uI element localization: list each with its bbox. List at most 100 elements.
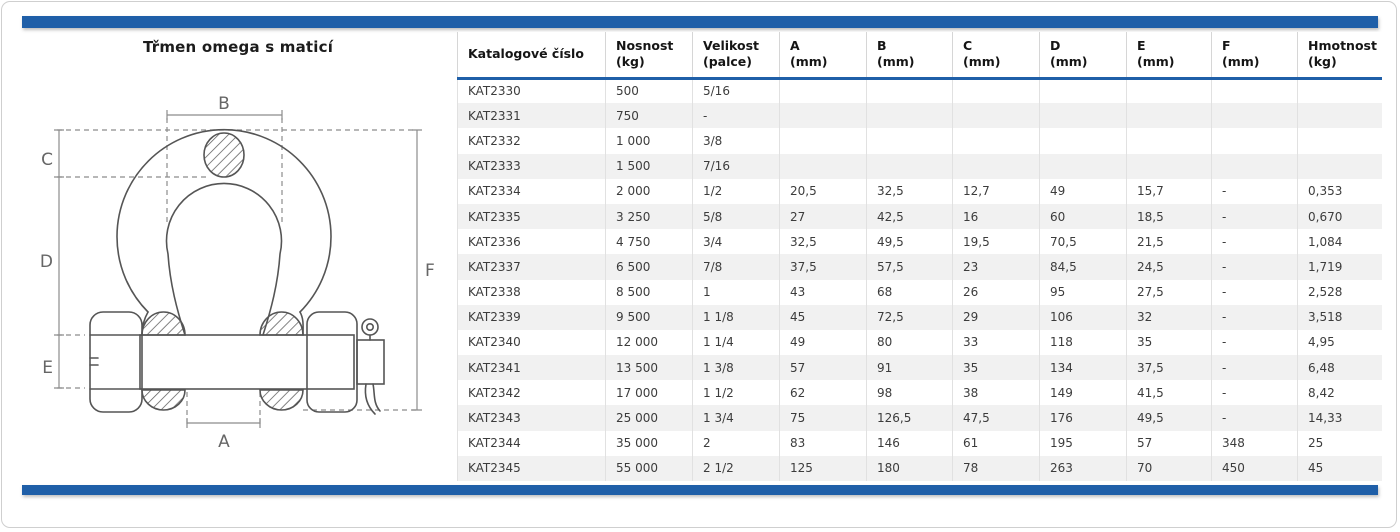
table-cell: 118 — [1039, 329, 1127, 356]
table-row: KAT2343 25 000 1 3/4 75 126,5 47,5 176 49,5-14,… — [457, 405, 1382, 431]
table-cell — [1297, 153, 1382, 179]
table-row: KAT2341 13 500 1 3/8 57 91 35 134 37,5-6,48 — [457, 355, 1382, 381]
table-row: KAT2338 8 500 1 43 68 26 95 27,5-2,528 — [457, 279, 1382, 305]
table-cell: KAT2339 — [457, 304, 606, 330]
top-accent-bar — [22, 16, 1378, 28]
table-cell: 37,5 — [1126, 355, 1212, 381]
table-cell: 35 000 — [605, 430, 693, 456]
table-cell: 9 500 — [605, 304, 693, 330]
table-cell: 3 250 — [605, 203, 693, 230]
column-header: D (mm) — [1039, 32, 1127, 80]
table-cell: 1 1/2 — [692, 380, 780, 406]
table-cell: 72,5 — [866, 304, 953, 330]
table-cell: 80 — [866, 329, 953, 356]
table-row: KAT2342 17 000 1 1/2 62 98 38 149 41,5-8,42 — [457, 380, 1382, 406]
table-cell: - — [1211, 229, 1298, 255]
table-cell: 17 000 — [605, 380, 693, 406]
table-row: KAT2337 6 500 7/8 37,5 57,5 23 84,5 24,5-1,719 — [457, 254, 1382, 280]
table-cell: 25 — [1297, 430, 1382, 456]
table-cell: 68 — [866, 279, 953, 305]
table-cell: 23 — [952, 254, 1040, 280]
table-cell — [952, 128, 1040, 154]
table-cell: 84,5 — [1039, 254, 1127, 280]
table-cell: 450 — [1211, 455, 1298, 481]
table-cell: KAT2330 — [457, 78, 606, 104]
table-cell: - — [1211, 304, 1298, 330]
table-cell: 45 — [1297, 455, 1382, 481]
table-cell: 41,5 — [1126, 380, 1212, 406]
table-cell: 25 000 — [605, 405, 693, 431]
table-cell — [1039, 153, 1127, 179]
table-cell: 348 — [1211, 430, 1298, 456]
table-cell: 149 — [1039, 380, 1127, 406]
table-cell: - — [692, 103, 780, 129]
table-cell: 12,7 — [952, 178, 1040, 204]
table-cell: 37,5 — [779, 254, 867, 280]
table-cell: KAT2342 — [457, 380, 606, 406]
table-cell: 3/8 — [692, 128, 780, 154]
table-cell: 4 750 — [605, 229, 693, 255]
table-cell: 27,5 — [1126, 279, 1212, 305]
table-cell: 49 — [779, 329, 867, 356]
table-cell: 500 — [605, 78, 693, 104]
table-cell: KAT2334 — [457, 178, 606, 204]
table-cell: 6,48 — [1297, 355, 1382, 381]
dimension-lines — [54, 110, 422, 428]
shackle-body — [89, 128, 385, 415]
column-header: Hmotnost (kg) — [1297, 32, 1382, 80]
table-cell — [866, 128, 953, 154]
table-cell: 95 — [1039, 279, 1127, 305]
table-cell: - — [1211, 355, 1298, 381]
table-cell: 5/16 — [692, 78, 780, 104]
table-cell: 49,5 — [1126, 405, 1212, 431]
table-cell: 15,7 — [1126, 178, 1212, 204]
table-cell: 20,5 — [779, 178, 867, 204]
product-title: Třmen omega s maticí — [142, 38, 334, 56]
table-cell: 0,353 — [1297, 178, 1382, 204]
table-cell: 35 — [1126, 329, 1212, 356]
table-cell: 70 — [1126, 455, 1212, 481]
table-cell: KAT2338 — [457, 279, 606, 305]
table-cell: 2 — [692, 430, 780, 456]
table-cell — [1297, 128, 1382, 154]
column-header: B (mm) — [866, 32, 953, 80]
table-cell — [952, 78, 1040, 104]
table-cell — [1126, 103, 1212, 129]
table-cell — [1211, 78, 1298, 104]
table-cell: 33 — [952, 329, 1040, 356]
table-cell: KAT2340 — [457, 329, 606, 356]
bottom-accent-bar — [22, 485, 1378, 495]
table-cell: - — [1211, 380, 1298, 406]
table-cell — [779, 153, 867, 179]
table-cell: 49,5 — [866, 229, 953, 255]
table-row: KAT2339 9 500 1 1/8 45 72,5 29 106 32-3,518 — [457, 304, 1382, 330]
table-row: KAT2334 2 000 1/2 20,5 32,5 12,7 49 15,7-0,353 — [457, 178, 1382, 204]
dim-label-a: A — [218, 432, 230, 452]
shackle-diagram: B C D E A F — [40, 94, 435, 452]
table-row: KAT2340 12 000 1 1/4 49 80 33 118 35-4,95 — [457, 329, 1382, 356]
table-cell: 2 1/2 — [692, 455, 780, 481]
table-cell — [1039, 78, 1127, 104]
table-cell — [1126, 153, 1212, 179]
table-cell: 35 — [952, 355, 1040, 381]
table-body: KAT2330 500 5/16 KAT2331 750- KAT2332 1 000 3/8… — [457, 78, 1382, 481]
column-header: F (mm) — [1211, 32, 1298, 80]
table-row: KAT2335 3 250 5/8 27 42,5 16 60 18,5-0,670 — [457, 203, 1382, 230]
table-cell: 12 000 — [605, 329, 693, 356]
table-cell: - — [1211, 254, 1298, 280]
table-cell: 3,518 — [1297, 304, 1382, 330]
table-cell — [779, 103, 867, 129]
table-cell: 57 — [1126, 430, 1212, 456]
table-cell: KAT2341 — [457, 355, 606, 381]
table-cell: 60 — [1039, 203, 1127, 230]
table-cell: 5/8 — [692, 203, 780, 230]
table-cell: 263 — [1039, 455, 1127, 481]
table-cell: 1 500 — [605, 153, 693, 179]
column-header: C (mm) — [952, 32, 1040, 80]
table-cell: 14,33 — [1297, 405, 1382, 431]
table-cell — [1039, 103, 1127, 129]
table-cell — [1297, 103, 1382, 129]
table-cell: 1 3/4 — [692, 405, 780, 431]
table-cell: KAT2331 — [457, 103, 606, 129]
